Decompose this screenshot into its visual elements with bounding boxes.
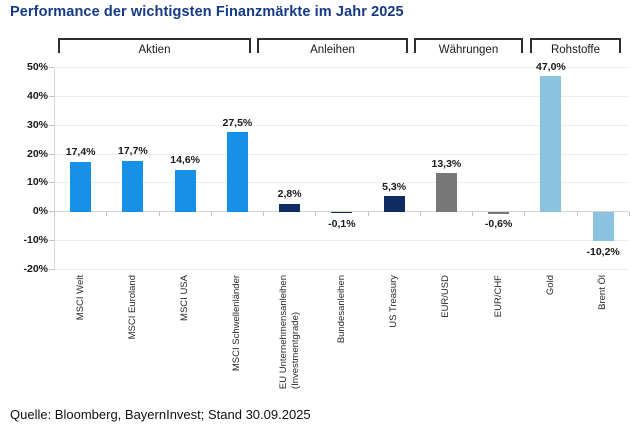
bar-msci-usa (174, 169, 196, 212)
category-label-msci-schwellenlaender: MSCI Schwellenländer (211, 275, 263, 401)
y-axis-tick (49, 153, 54, 155)
y-axis-tick (49, 182, 54, 184)
value-label-gold: 47,0% (535, 60, 566, 73)
y-axis-label: 0% (32, 205, 48, 218)
group-bracket-aktien: Aktien (58, 38, 251, 56)
gridline (54, 182, 630, 184)
value-label-bundesanleihen: -0,1% (328, 217, 356, 230)
bar-eur-chf (488, 211, 510, 214)
bar-brent-oel (592, 211, 614, 242)
gridline (54, 124, 630, 126)
y-axis-tick (49, 124, 54, 126)
x-axis-tick (628, 211, 630, 217)
category-label-eu-unternehmensanleihen-investmentgrade: EU Unternehmensanleihen (Investmentgrade… (264, 275, 316, 401)
y-axis-label: 20% (26, 147, 48, 160)
y-axis-label: 10% (26, 176, 48, 189)
y-axis-tick (49, 95, 54, 97)
category-label-bundesanleihen: Bundesanleihen (316, 275, 368, 401)
y-axis-tick (49, 240, 54, 242)
category-label-msci-welt: MSCI Welt (55, 275, 107, 401)
value-label-eur-chf: -0,6% (484, 218, 513, 231)
category-label-msci-euroland: MSCI Euroland (107, 275, 159, 401)
x-axis-tick (54, 211, 55, 217)
y-axis-line (54, 67, 55, 270)
category-label-us-treasury: US Treasury (368, 275, 420, 401)
category-text-bundesanleihen: Bundesanleihen (335, 275, 347, 344)
category-text-msci-euroland: MSCI Euroland (126, 275, 138, 340)
category-label-brent-oel: Brent Öl (577, 275, 629, 401)
value-label-brent-oel: -10,2% (586, 245, 620, 258)
x-axis-tick (524, 211, 526, 217)
group-label-rohstoffe: Rohstoffe (550, 44, 600, 56)
category-text-gold: Gold (544, 275, 556, 296)
value-label-us-treasury: 5,3% (382, 180, 407, 193)
gridline (54, 269, 630, 270)
category-text-eur-chf: EUR/CHF (492, 275, 504, 318)
y-axis-label: 30% (26, 118, 48, 131)
category-label-eur-chf: EUR/CHF (473, 275, 525, 401)
category-text-msci-schwellenlaender: MSCI Schwellenländer (231, 275, 243, 372)
bar-gold (540, 76, 562, 212)
gridline (54, 95, 630, 97)
group-label-aktien: Aktien (138, 44, 171, 56)
y-axis-label: 50% (26, 61, 48, 73)
group-bracket-rohstoffe: Rohstoffe (530, 38, 621, 56)
y-axis-tick (49, 67, 54, 68)
x-axis-tick (210, 211, 212, 217)
x-axis-tick (106, 211, 108, 217)
source-note: Quelle: Bloomberg, BayernInvest; Stand 3… (10, 407, 311, 422)
y-axis-label: -10% (23, 234, 48, 247)
x-axis-tick (576, 211, 578, 217)
category-text-eu-unternehmensanleihen-investmentgrade: EU Unternehmensanleihen (Investmentgrade… (277, 275, 301, 390)
value-label-msci-welt: 17,4% (65, 146, 96, 159)
gridline (54, 240, 630, 242)
category-label-gold: Gold (525, 275, 577, 401)
page-title: Performance der wichtigsten Finanzmärkte… (10, 4, 404, 20)
x-axis-tick (315, 211, 317, 217)
category-text-msci-welt: MSCI Welt (74, 275, 86, 321)
group-bracket-waehrungen: Währungen (414, 38, 523, 56)
bar-us-treasury (383, 196, 405, 212)
gridline (54, 153, 630, 155)
category-text-msci-usa: MSCI USA (179, 275, 191, 321)
category-text-eur-usd: EUR/USD (440, 275, 452, 318)
value-label-msci-schwellenlaender: 27,5% (222, 116, 253, 129)
x-axis-tick (419, 211, 421, 217)
bar-msci-welt (70, 161, 92, 212)
group-label-waehrungen: Währungen (438, 44, 499, 56)
bar-eu-unternehmensanleihen-investmentgrade (279, 203, 301, 212)
y-axis-label: -20% (23, 263, 48, 275)
y-axis-tick (49, 211, 54, 213)
group-bracket-anleihen: Anleihen (257, 38, 408, 56)
value-label-eur-usd: 13,3% (431, 157, 462, 170)
category-text-brent-oel: Brent Öl (597, 275, 609, 310)
y-axis-tick (49, 269, 54, 270)
group-label-anleihen: Anleihen (310, 44, 355, 56)
bar-msci-schwellenlaender (226, 132, 248, 212)
bar-msci-euroland (122, 160, 144, 212)
y-axis-label: 40% (26, 89, 48, 102)
category-label-eur-usd: EUR/USD (420, 275, 472, 401)
gridline (54, 67, 630, 68)
x-axis-tick (158, 211, 160, 217)
value-label-eu-unternehmensanleihen-investmentgrade: 2,8% (277, 188, 302, 201)
value-label-msci-euroland: 17,7% (117, 145, 148, 158)
category-label-msci-usa: MSCI USA (159, 275, 211, 401)
bar-bundesanleihen (331, 211, 353, 214)
category-text-us-treasury: US Treasury (388, 275, 400, 328)
x-axis-tick (263, 211, 264, 217)
x-axis-tick (472, 211, 473, 217)
bar-eur-usd (435, 173, 457, 212)
value-label-msci-usa: 14,6% (170, 154, 201, 167)
x-axis-tick (367, 211, 369, 217)
